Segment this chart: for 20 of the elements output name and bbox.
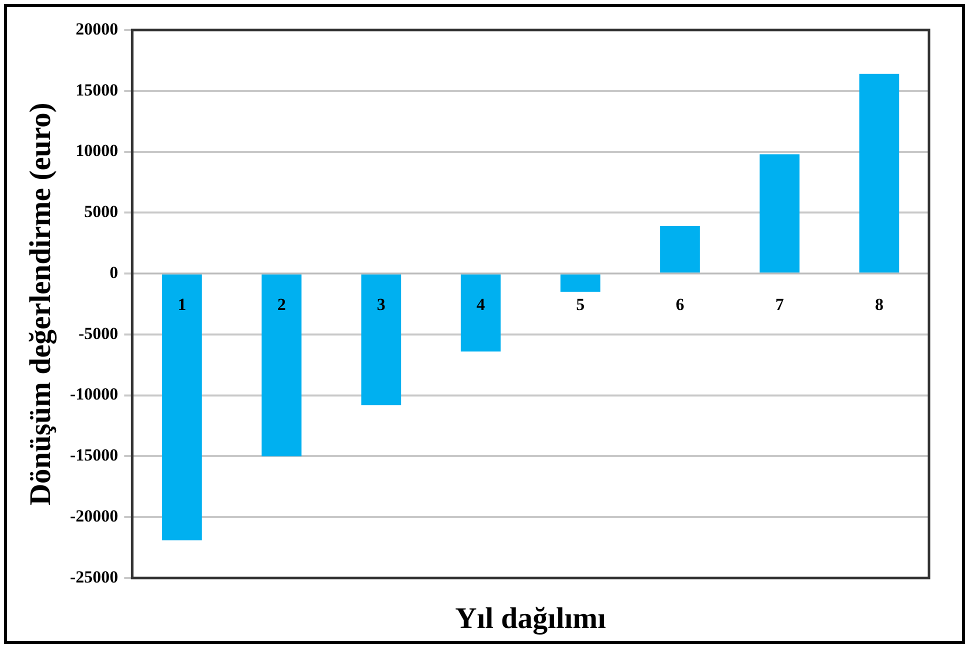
y-tick-label: 10000 <box>76 141 118 160</box>
y-axis-title: Dönüşüm değerlendirme (euro) <box>24 102 57 506</box>
y-tick-label: -25000 <box>70 567 118 586</box>
y-tick-label: -10000 <box>70 384 118 404</box>
x-tick-label: 3 <box>376 295 386 314</box>
x-tick-label: 6 <box>676 295 684 314</box>
y-tick-label: 0 <box>110 262 118 282</box>
y-tick-label: -5000 <box>78 324 118 343</box>
y-tick-label: 15000 <box>76 80 118 100</box>
x-tick-label: 4 <box>476 295 486 314</box>
x-tick-label: 7 <box>775 295 784 314</box>
x-tick-label: 1 <box>178 295 186 314</box>
y-tick-label: 20000 <box>76 19 118 38</box>
y-tick-label: -15000 <box>70 446 118 465</box>
x-tick-label: 8 <box>874 295 884 314</box>
y-tick-label: -20000 <box>70 506 118 526</box>
x-axis-title: Yıl dağılımı <box>455 602 606 635</box>
y-tick-label: 5000 <box>84 202 118 222</box>
x-tick-label: 2 <box>277 295 286 314</box>
x-tick-label: 5 <box>576 295 585 314</box>
